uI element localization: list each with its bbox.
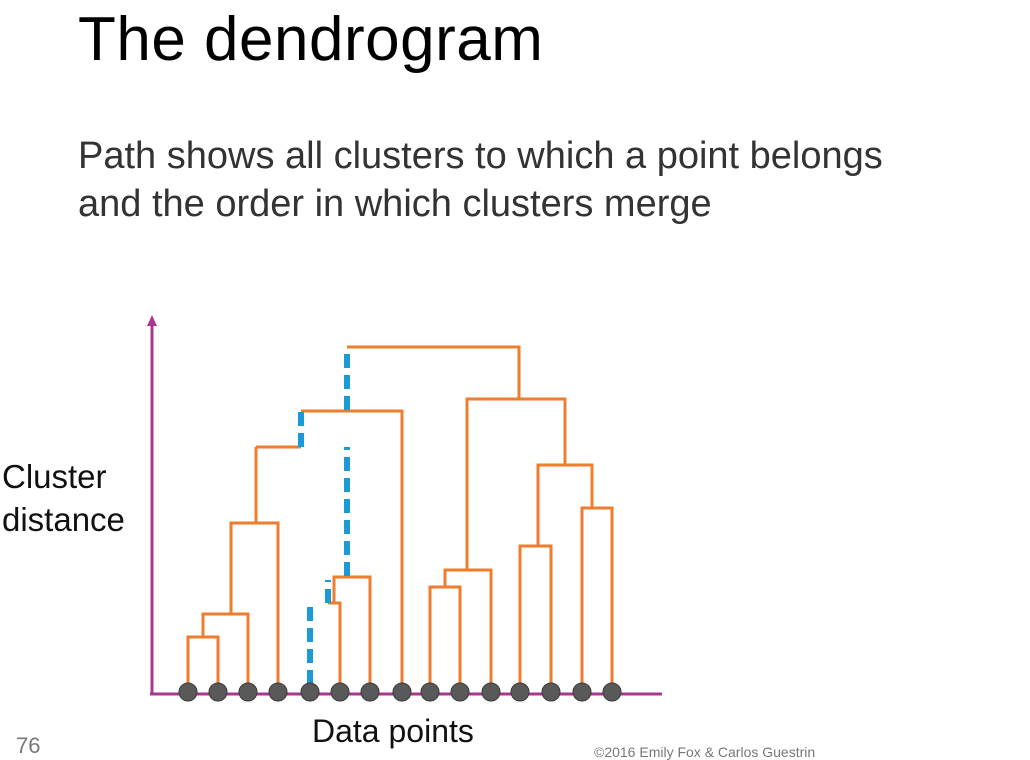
branch (580, 506, 614, 690)
highlighted-data-point (300, 682, 320, 702)
data-point (450, 682, 470, 702)
data-point (420, 682, 440, 702)
x-axis-label: Data points (312, 713, 474, 749)
copyright-notice: ©2016 Emily Fox & Carlos Guestrin (594, 744, 816, 760)
branch (465, 397, 567, 570)
branch (186, 635, 220, 690)
branch (328, 601, 342, 690)
data-point (602, 682, 622, 702)
data-point (208, 682, 228, 702)
data-points (178, 682, 622, 702)
data-point (481, 682, 501, 702)
y-axis-label-line-1: Cluster (2, 458, 107, 495)
slide-title: The dendrogram (78, 5, 544, 74)
branch (301, 409, 404, 690)
data-point (392, 682, 412, 702)
data-point (510, 682, 530, 702)
data-point (178, 682, 198, 702)
branch (347, 345, 521, 399)
slide-subtitle: Path shows all clusters to which a point… (78, 132, 883, 228)
subtitle-line-2: and the order in which clusters merge (78, 183, 712, 225)
data-point (268, 682, 288, 702)
y-axis-label: Cluster distance (2, 455, 125, 541)
y-axis-arrowhead (147, 315, 157, 326)
axes (147, 315, 662, 696)
y-axis-label-line-2: distance (2, 501, 125, 538)
data-point (541, 682, 561, 702)
page-number: 76 (16, 733, 41, 758)
branch (332, 575, 372, 690)
data-point (572, 682, 592, 702)
branch (201, 612, 250, 690)
branch (229, 521, 280, 690)
data-point (238, 682, 258, 702)
branch (536, 463, 594, 546)
branch (428, 585, 462, 690)
subtitle-line-1: Path shows all clusters to which a point… (78, 135, 883, 177)
data-point (330, 682, 350, 702)
branch (518, 544, 553, 690)
dendrogram-branches (186, 345, 614, 690)
highlight-path (298, 347, 350, 684)
data-point (360, 682, 380, 702)
